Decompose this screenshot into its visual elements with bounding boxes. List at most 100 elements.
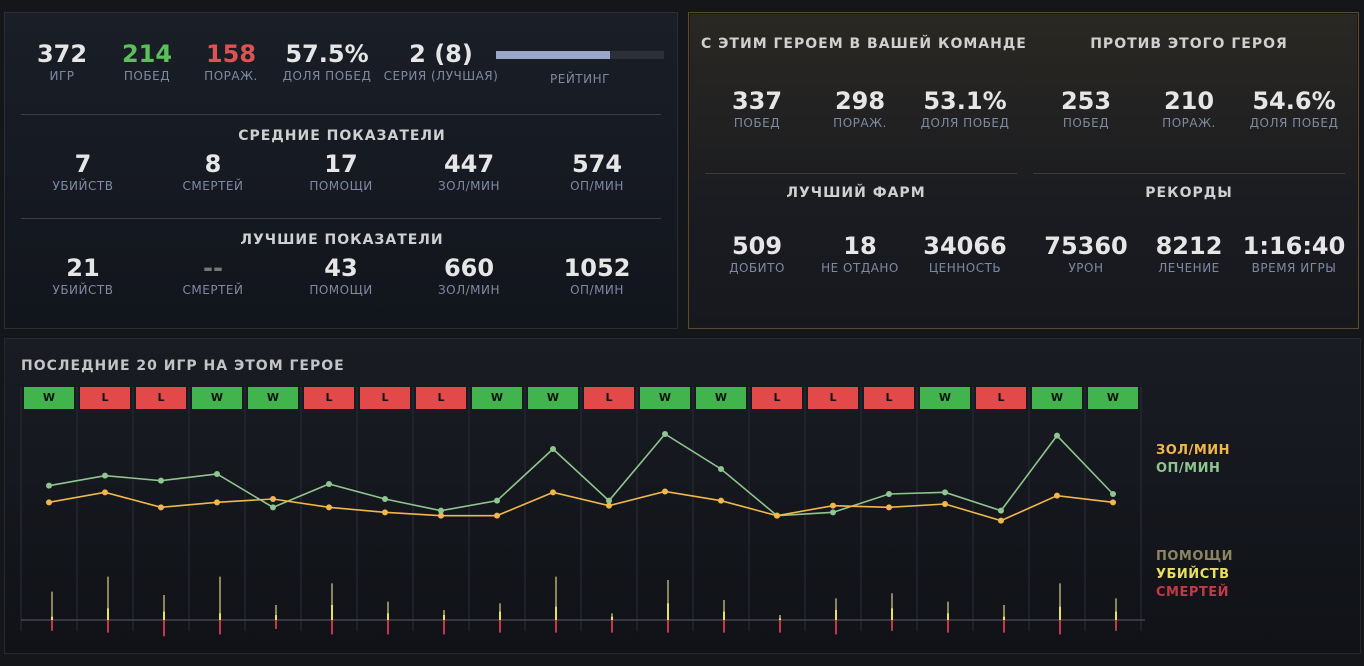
winrate-value: 57.5% [285,40,369,68]
xpm-point-1 [46,482,52,489]
gpm-point-20 [1110,499,1116,506]
game-result-14[interactable]: L [752,387,802,409]
gpm-point-7 [382,509,388,516]
game-result-1[interactable]: W [24,387,74,409]
best-2-stat: 43 ПОМОЩИ [281,254,401,298]
game-result-19[interactable]: W [1032,387,1082,409]
gpm-point-16 [886,504,892,511]
game-result-6[interactable]: L [304,387,354,409]
record-0-stat: 75360 УРОН [1026,232,1146,276]
game-result-13[interactable]: W [696,387,746,409]
with-0-label: ПОБЕД [733,116,781,130]
avg-0-label: УБИЙСТВ [52,179,114,193]
xpm-point-9 [494,497,500,504]
xpm-point-4 [214,471,220,477]
with-hero-title: С ЭТИМ ГЕРОЕМ В ВАШЕЙ КОМАНДЕ [701,36,1027,52]
with-1-label: ПОРАЖ. [833,116,887,130]
game-result-17[interactable]: W [920,387,970,409]
game-result-9[interactable]: W [472,387,522,409]
game-result-15[interactable]: L [808,387,858,409]
best-2-value: 43 [324,254,358,282]
game-result-5[interactable]: W [248,387,298,409]
losses-label: ПОРАЖ. [204,69,258,83]
avg-2-stat: 17 ПОМОЩИ [281,150,401,194]
best-4-label: ОП/МИН [570,283,624,297]
best-title: ЛУЧШИЕ ПОКАЗАТЕЛИ [240,232,444,248]
gpm-point-8 [438,512,444,519]
gpm-point-18 [998,517,1004,524]
game-result-10[interactable]: W [528,387,578,409]
best-4-value: 1052 [563,254,631,282]
gpm-point-13 [718,497,724,504]
record-1-stat: 8212 ЛЕЧЕНИЕ [1129,232,1249,276]
game-result-11[interactable]: L [584,387,634,409]
farm-0-label: ДОБИТО [729,261,785,275]
avg-0-value: 7 [74,150,92,178]
gpm-point-3 [158,504,164,511]
game-result-8[interactable]: L [416,387,466,409]
streak-value: 2 (8) [409,40,473,68]
gpm-point-10 [550,489,556,496]
xpm-point-8 [438,507,444,514]
record-2-label: ВРЕМЯ ИГРЫ [1251,261,1337,275]
farm-2-label: ЦЕННОСТЬ [928,261,1002,275]
gpm-point-14 [774,512,780,519]
gpm-point-2 [102,489,108,496]
legend-kills: УБИЙСТВ [1156,567,1230,582]
against-hero-title: ПРОТИВ ЭТОГО ГЕРОЯ [1090,36,1288,52]
gpm-point-11 [606,502,612,509]
records-title: РЕКОРДЫ [1145,185,1233,201]
best-1-stat: -- СМЕРТЕЙ [153,254,273,298]
against-2-stat: 54.6% ДОЛЯ ПОБЕД [1234,87,1354,131]
game-result-4[interactable]: W [192,387,242,409]
game-result-20[interactable]: W [1088,387,1138,409]
game-result-7[interactable]: L [360,387,410,409]
gpm-point-15 [830,502,836,509]
game-result-18[interactable]: L [976,387,1026,409]
farm-1-value: 18 [843,232,877,260]
avg-3-label: ЗОЛ/МИН [437,179,501,193]
best-4-stat: 1052 ОП/МИН [537,254,657,298]
divider [21,114,661,115]
rating-stat: РЕЙТИНГ [520,71,640,87]
against-2-label: ДОЛЯ ПОБЕД [1249,116,1339,130]
avg-4-stat: 574 ОП/МИН [537,150,657,194]
divider [21,218,661,219]
losses-value: 158 [205,40,257,68]
gpm-line [48,490,1114,522]
rating-label: РЕЙТИНГ [550,72,610,86]
game-result-16[interactable]: L [864,387,914,409]
gpm-point-5 [270,496,276,502]
xpm-point-10 [550,446,556,452]
avg-2-label: ПОМОЩИ [309,179,373,193]
with-2-value: 53.1% [923,87,1007,115]
against-1-stat: 210 ПОРАЖ. [1129,87,1249,131]
averages-title: СРЕДНИЕ ПОКАЗАТЕЛИ [238,128,446,144]
rating-bar [496,51,664,59]
gpm-point-12 [662,488,668,495]
xpm-point-20 [1110,491,1116,497]
game-result-2[interactable]: L [80,387,130,409]
best-farm-title: ЛУЧШИЙ ФАРМ [786,185,926,201]
farm-0-value: 509 [731,232,783,260]
streak-label: СЕРИЯ (ЛУЧШАЯ) [383,69,499,83]
xpm-point-7 [382,496,388,502]
winrate-label: ДОЛЯ ПОБЕД [282,69,372,83]
xpm-point-17 [942,489,948,496]
gpm-point-6 [326,504,332,511]
with-2-stat: 53.1% ДОЛЯ ПОБЕД [905,87,1025,131]
avg-0-stat: 7 УБИЙСТВ [23,150,143,194]
xpm-point-19 [1054,432,1060,439]
game-result-3[interactable]: L [136,387,186,409]
divider [705,173,1017,174]
xpm-point-12 [662,431,668,437]
game-result-12[interactable]: W [640,387,690,409]
with-0-stat: 337 ПОБЕД [697,87,817,131]
losses-stat: 158 ПОРАЖ. [171,40,291,84]
with-1-value: 298 [834,87,886,115]
xpm-point-18 [998,507,1004,514]
xpm-point-15 [830,509,836,516]
legend-xpm: ОП/МИН [1156,461,1221,476]
record-2-value: 1:16:40 [1242,232,1346,260]
against-1-value: 210 [1163,87,1215,115]
